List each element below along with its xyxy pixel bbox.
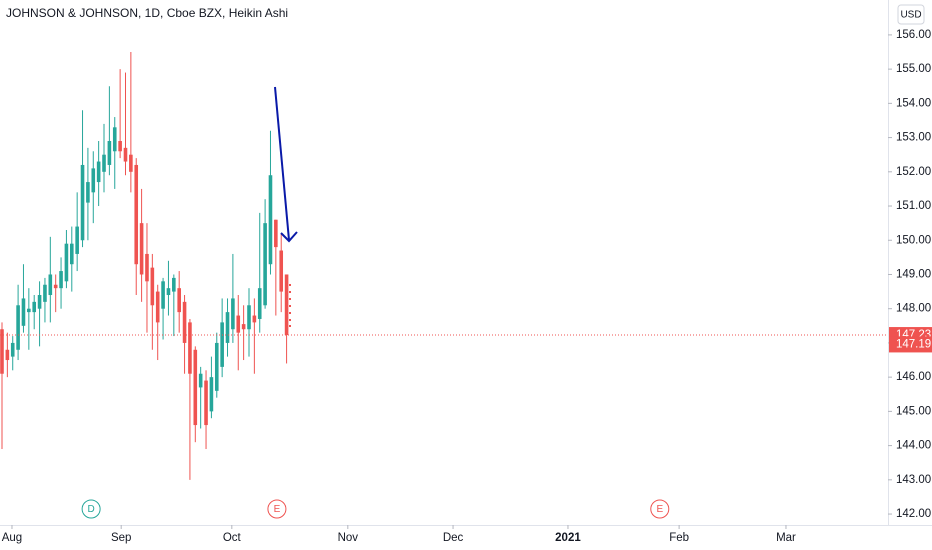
event-marker[interactable]: [267, 499, 287, 519]
arrow-head: [280, 231, 298, 243]
candle-body: [268, 175, 273, 265]
y-tick-label: 154.00: [896, 97, 931, 109]
y-tick-label: 153.00: [896, 132, 931, 144]
x-tick-label: Mar: [776, 532, 796, 544]
candle-body: [118, 141, 122, 152]
candle-body: [64, 243, 69, 282]
arrow-drawing: [274, 86, 298, 243]
y-tick-label: 151.00: [896, 200, 931, 212]
candle-body: [5, 349, 10, 361]
candle-body: [155, 291, 160, 323]
y-tick-label: 144.00: [896, 440, 931, 452]
candle-body: [21, 298, 26, 326]
candle-body: [236, 315, 241, 333]
y-tick-label: 146.00: [896, 371, 931, 383]
candle-body: [220, 322, 224, 367]
candle-body: [284, 274, 289, 336]
x-tick-label: Oct: [223, 532, 242, 544]
indicator-dots: [289, 284, 291, 327]
candle-body: [107, 141, 112, 165]
y-tick-label: 143.00: [896, 474, 931, 486]
y-tick-label: 142.00: [896, 508, 931, 520]
candle-body: [257, 288, 262, 319]
x-tick-label: Feb: [669, 532, 689, 544]
candle-body: [145, 253, 149, 282]
candle-body: [96, 161, 101, 183]
candle-body: [134, 164, 139, 265]
x-tick-label: Sep: [111, 532, 131, 544]
candle-body: [37, 295, 42, 309]
candle-body: [53, 284, 58, 289]
candle-body: [123, 147, 128, 162]
candle-body: [198, 373, 203, 388]
candle-body: [75, 226, 79, 254]
candle-body: [247, 305, 251, 330]
y-tick-label: 150.00: [896, 234, 931, 246]
candle-body: [27, 308, 31, 313]
candle-body: [112, 127, 117, 152]
candle-body: [172, 277, 176, 292]
currency-box[interactable]: [897, 4, 925, 25]
y-tick-label: 148.00: [896, 303, 931, 315]
candle-body: [214, 342, 219, 391]
candle-body: [231, 298, 235, 330]
candle-body: [48, 274, 53, 296]
candle-body: [177, 288, 181, 313]
candle-body: [279, 250, 284, 292]
candle-body: [193, 349, 198, 426]
event-marker[interactable]: [81, 499, 101, 519]
y-tick-label: 145.00: [896, 405, 931, 417]
candle-body: [32, 301, 37, 313]
candle-body: [59, 271, 63, 289]
candle-body: [225, 312, 230, 343]
candle-body: [0, 329, 4, 374]
currency-label: USD: [900, 10, 921, 21]
candle-body: [241, 324, 246, 330]
candle-body: [139, 223, 144, 275]
candle-body: [80, 164, 85, 241]
candle-body: [252, 315, 257, 323]
candle-body: [43, 284, 47, 302]
candle-body: [10, 342, 15, 357]
candle-body: [16, 305, 20, 350]
candle-body: [182, 301, 187, 343]
event-label: E: [656, 504, 663, 515]
candle-body: [69, 243, 74, 265]
candle-body: [263, 223, 267, 306]
event-label: E: [274, 504, 281, 515]
x-tick-label: Nov: [338, 532, 359, 544]
event-label: D: [88, 504, 95, 515]
candle-body: [161, 281, 165, 309]
y-tick-label: 149.00: [896, 269, 931, 281]
chart-title: JOHNSON & JOHNSON, 1D, Cboe BZX, Heikin …: [6, 6, 288, 20]
candle-body: [204, 380, 208, 426]
x-tick-label: 2021: [555, 532, 581, 544]
candle-body: [274, 219, 278, 248]
candle-body: [129, 154, 133, 172]
candle-body: [150, 267, 155, 306]
candle-body: [166, 288, 171, 296]
event-marker[interactable]: [650, 499, 670, 519]
plot: [0, 52, 289, 480]
candle-body: [91, 168, 96, 193]
price-label-box: [889, 336, 932, 353]
candle-body: [102, 154, 106, 172]
candle-body: [86, 182, 90, 203]
candle-body: [209, 377, 214, 412]
price-label: 147.19: [896, 338, 931, 350]
x-tick-label: Dec: [443, 532, 464, 544]
candle-body: [188, 322, 192, 374]
y-tick-label: 155.00: [896, 63, 931, 75]
y-tick-label: 156.00: [896, 29, 931, 41]
y-tick-label: 152.00: [896, 166, 931, 178]
x-tick-label: Aug: [2, 532, 22, 544]
arrow-shaft: [274, 86, 290, 241]
